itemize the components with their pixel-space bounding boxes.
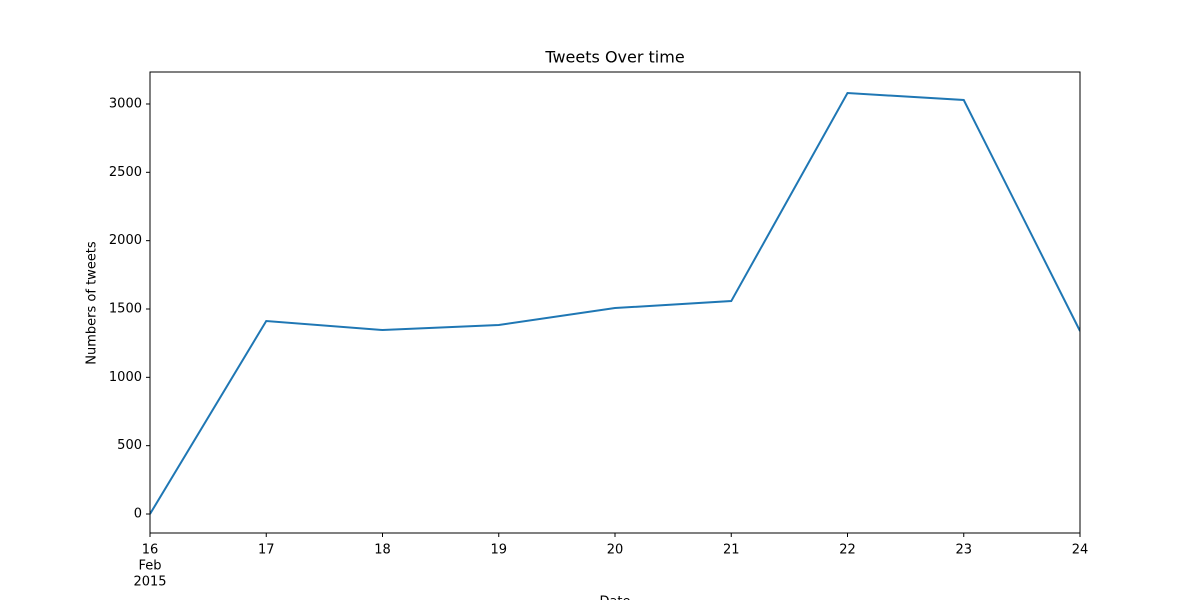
x-tick-label: Feb	[138, 559, 161, 574]
x-tick-label: 2015	[133, 575, 166, 590]
x-tick-label: 19	[490, 543, 507, 558]
x-tick-label: 20	[607, 543, 624, 558]
y-tick-label: 2000	[109, 233, 142, 248]
chart-title: Tweets Over time	[544, 48, 684, 67]
line	[150, 92, 1080, 515]
x-axis-label: Date	[599, 595, 630, 600]
y-tick-label: 3000	[109, 96, 142, 111]
plot-frame	[149, 71, 1081, 534]
x-tick-label: 18	[374, 543, 391, 558]
y-tick-label: 500	[117, 438, 142, 453]
x-tick-label: 16	[142, 543, 159, 558]
y-tick-label: 2500	[109, 165, 142, 180]
y-tick-label: 0	[134, 507, 142, 522]
x-tick-label: 22	[839, 543, 856, 558]
x-tick-label: 24	[1072, 543, 1089, 558]
x-tick-label: 23	[955, 543, 972, 558]
x-tick-label: 21	[723, 543, 740, 558]
y-axis-label: Numbers of tweets	[85, 241, 100, 365]
x-tick-label: 17	[258, 543, 275, 558]
y-tick-label: 1000	[109, 370, 142, 385]
y-tick-label: 1500	[109, 301, 142, 316]
